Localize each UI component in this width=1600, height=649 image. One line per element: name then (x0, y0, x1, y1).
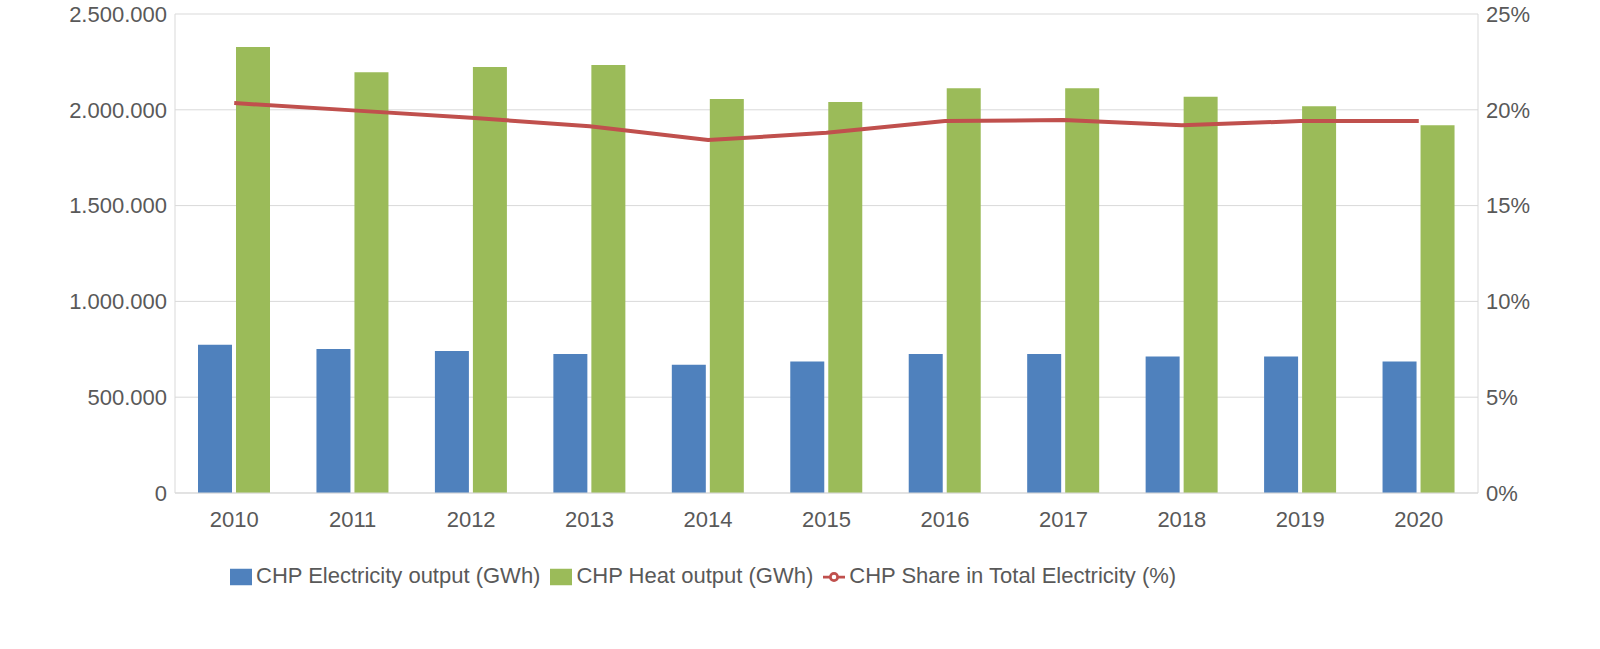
svg-text:2019: 2019 (1276, 507, 1325, 532)
html-text:CHP Share in Total Electricity: CHP Share in Total Electricity (%) (849, 563, 1177, 588)
svg-text:0%: 0% (1486, 481, 1518, 506)
svg-text:2020: 2020 (1394, 507, 1443, 532)
svg-text:2.000.000: 2.000.000 (69, 98, 167, 123)
svg-text:20%: 20% (1486, 98, 1530, 123)
svg-text:1.500.000: 1.500.000 (69, 193, 167, 218)
svg-text:2016: 2016 (920, 507, 969, 532)
svg-text:10%: 10% (1486, 289, 1530, 314)
html-text:CHP Heat output (GWh): CHP Heat output (GWh) (576, 563, 814, 588)
svg-text:500.000: 500.000 (87, 385, 167, 410)
svg-text:2015: 2015 (802, 507, 851, 532)
svg-text:1.000.000: 1.000.000 (69, 289, 167, 314)
svg-text:5%: 5% (1486, 385, 1518, 410)
svg-text:25%: 25% (1486, 2, 1530, 27)
svg-text:2018: 2018 (1157, 507, 1206, 532)
svg-text:2011: 2011 (329, 507, 376, 532)
svg-text:2014: 2014 (684, 507, 733, 532)
svg-text:2017: 2017 (1039, 507, 1088, 532)
svg-text:2013: 2013 (565, 507, 614, 532)
svg-text:2010: 2010 (210, 507, 259, 532)
svg-text:2012: 2012 (447, 507, 496, 532)
svg-text:15%: 15% (1486, 193, 1530, 218)
svg-text:0: 0 (155, 481, 167, 506)
svg-text:2.500.000: 2.500.000 (69, 2, 167, 27)
html-text:CHP Electricity output (GWh): CHP Electricity output (GWh) (256, 563, 541, 588)
